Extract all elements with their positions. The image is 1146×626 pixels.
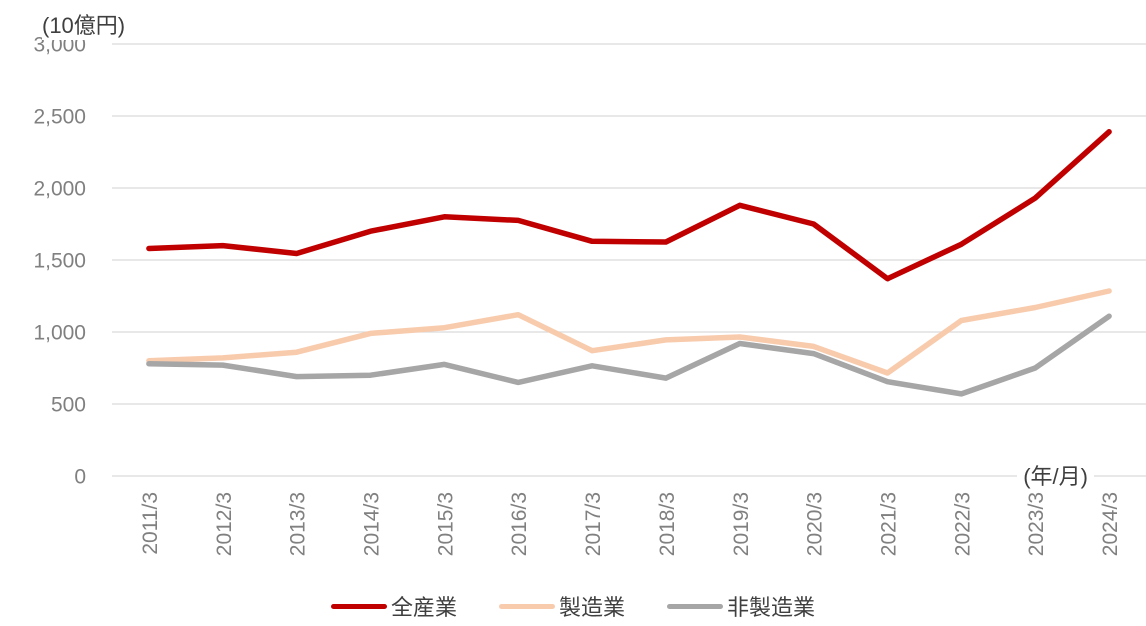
y-axis-unit-label: (10億円) [42, 8, 126, 40]
x-axis-tick-label: 2012/3 [213, 492, 236, 556]
x-axis-unit-label: (年/月) [1017, 459, 1094, 491]
legend-swatch-manufacturing [498, 603, 555, 609]
x-axis-tick-label: 2023/3 [1025, 492, 1048, 556]
legend-label-non-manufacturing: 非製造業 [727, 595, 816, 620]
legend-item-all-industries: 全産業 [330, 590, 457, 622]
series-line-all-industries [146, 129, 1112, 282]
legend-swatch-non-manufacturing [667, 603, 723, 609]
x-axis-tick-label: 2024/3 [1099, 492, 1122, 556]
y-axis-tick-label: 0 [74, 465, 86, 488]
x-axis-tick-label: 2020/3 [804, 492, 827, 556]
x-axis-tick-label: 2016/3 [508, 492, 531, 556]
series-line-non-manufacturing [146, 313, 1112, 397]
legend-item-non-manufacturing: 非製造業 [667, 590, 815, 622]
legend-label-all-industries: 全産業 [390, 595, 457, 620]
chart-legend: 全産業 製造業 非製造業 [0, 590, 1146, 622]
series-line-manufacturing [146, 288, 1112, 376]
legend-swatch-all-industries [330, 603, 387, 609]
y-axis-tick-label: 1,000 [33, 321, 86, 344]
x-axis-tick-label: 2014/3 [361, 492, 384, 556]
y-axis-tick-label: 1,500 [33, 249, 86, 272]
x-axis-tick-label: 2022/3 [951, 492, 974, 556]
y-axis-tick-label: 2,500 [33, 105, 86, 128]
x-axis-tick-label: 2021/3 [878, 492, 901, 556]
x-axis-tick-label: 2011/3 [139, 492, 162, 555]
x-axis-tick-label: 2018/3 [656, 492, 679, 556]
x-axis-tick-label: 2019/3 [730, 492, 753, 556]
x-axis-tick-label: 2017/3 [582, 492, 605, 556]
y-axis-tick-label: 500 [51, 393, 86, 416]
x-axis-tick-label: 2015/3 [434, 492, 457, 556]
y-axis-tick-label: 2,000 [33, 177, 86, 200]
x-axis-tick-label: 2013/3 [287, 492, 310, 556]
legend-label-manufacturing: 製造業 [558, 595, 625, 620]
legend-item-manufacturing: 製造業 [498, 590, 625, 622]
